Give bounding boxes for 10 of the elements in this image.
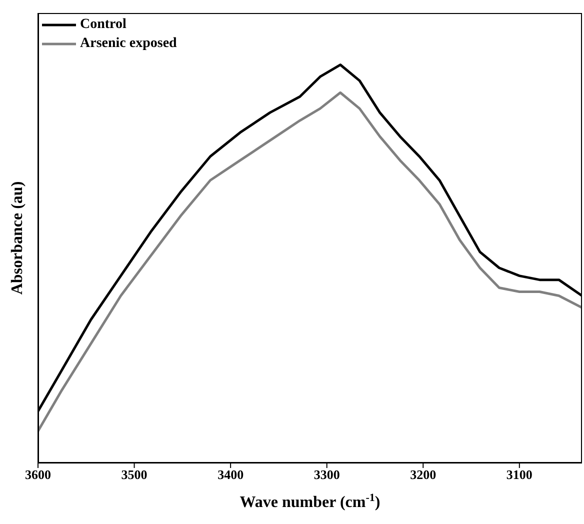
x-tick-label: 3500 (121, 467, 148, 482)
x-tick-label: 3100 (506, 467, 532, 482)
x-tick-label: 3400 (218, 467, 244, 482)
legend-label: Arsenic exposed (80, 35, 177, 53)
legend-label: Control (80, 16, 126, 34)
x-tick-label: 3200 (410, 467, 436, 482)
x-axis-title: Wave number (cm$^{-1}$) (240, 492, 380, 511)
x-tick-label: 3300 (314, 467, 340, 482)
x-tick-label: 3600 (25, 467, 51, 482)
y-axis-title: Absorbance (au) (9, 181, 26, 295)
